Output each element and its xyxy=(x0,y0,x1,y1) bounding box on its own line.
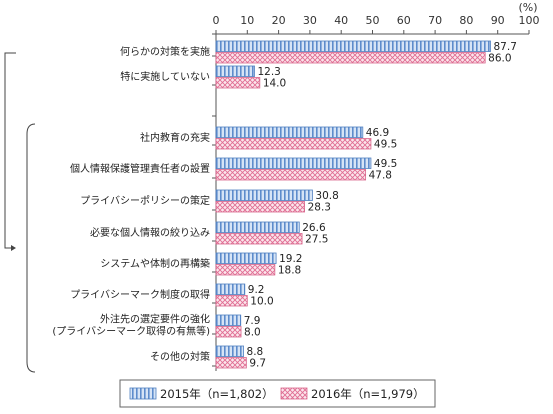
data-label: 30.8 xyxy=(315,190,338,202)
category-label: 社内教育の充実 xyxy=(140,131,210,144)
data-label: 27.5 xyxy=(305,234,328,246)
x-tick-label: 20 xyxy=(272,14,286,27)
axis-layer: (%) 0 10 20 30 40 50 60 70 80 90 100 xyxy=(4,1,540,373)
category-label: プライバシーマーク制度の取得 xyxy=(70,288,210,301)
category-label: 外注先の選定要件の強化 xyxy=(100,313,210,326)
axis-unit-label: (%) xyxy=(518,1,537,14)
data-label: 49.5 xyxy=(374,139,397,151)
category-label: その他の対策 xyxy=(150,350,210,363)
data-label: 28.3 xyxy=(308,202,331,214)
x-tick-label: 60 xyxy=(397,14,411,27)
category-label: システムや体制の再構築 xyxy=(100,257,210,270)
bars-layer xyxy=(215,40,491,369)
data-label: 87.7 xyxy=(494,41,517,53)
bar-2016 xyxy=(215,233,303,245)
x-tick-label: 50 xyxy=(366,14,380,27)
bar-2015 xyxy=(215,252,277,264)
bar-2016 xyxy=(215,201,305,213)
bar-2016 xyxy=(215,326,242,338)
bar-2016 xyxy=(215,138,372,150)
category-label: 必要な個人情報の絞り込み xyxy=(90,226,210,239)
data-label: 14.0 xyxy=(263,78,286,90)
x-tick-label: 10 xyxy=(240,14,254,27)
data-label: 8.0 xyxy=(244,327,261,339)
bar-2015 xyxy=(215,345,244,357)
bar-2015 xyxy=(215,126,364,138)
bar-2016 xyxy=(215,264,276,276)
data-label: 49.5 xyxy=(374,158,397,170)
category-label: 何らかの対策を実施 xyxy=(120,45,210,58)
data-label: 18.8 xyxy=(278,265,301,277)
legend: 2015年（n=1,802） 2016年（n=1,979） xyxy=(119,379,436,408)
bar-2015 xyxy=(215,283,246,295)
bar-2016 xyxy=(215,169,367,181)
category-label: プライバシーポリシーの策定 xyxy=(80,194,210,207)
data-label: 10.0 xyxy=(250,296,273,308)
labels-layer: 何らかの対策を実施特に実施していない社内教育の充実個人情報保護管理責任者の設置プ… xyxy=(52,41,517,370)
legend-swatch-2015 xyxy=(129,387,157,400)
data-label: 8.8 xyxy=(247,346,264,358)
bar-2015 xyxy=(215,314,242,326)
data-label: 86.0 xyxy=(488,53,511,65)
bar-2015 xyxy=(215,40,491,52)
data-label: 9.7 xyxy=(249,358,266,370)
x-tick-label: 0 xyxy=(213,14,220,27)
data-label: 46.9 xyxy=(366,127,389,139)
category-label: 個人情報保護管理責任者の設置 xyxy=(70,162,210,175)
bar-2016 xyxy=(215,52,486,64)
legend-box xyxy=(119,379,436,408)
x-tick-label: 70 xyxy=(428,14,442,27)
data-label: 47.8 xyxy=(369,170,392,182)
category-label: (プライバシーマーク取得の有無等) xyxy=(52,325,210,338)
x-tick-label: 90 xyxy=(491,14,505,27)
data-label: 19.2 xyxy=(279,253,302,265)
data-label: 26.6 xyxy=(302,222,326,234)
bar-2016 xyxy=(215,357,247,369)
bar-2016 xyxy=(215,295,248,307)
bar-2015 xyxy=(215,157,372,169)
legend-swatch-2016 xyxy=(280,387,308,400)
bar-2015 xyxy=(215,65,255,77)
bar-2015 xyxy=(215,189,313,201)
bar-2015 xyxy=(215,221,300,233)
category-label: 特に実施していない xyxy=(120,70,210,83)
x-tick-label: 80 xyxy=(459,14,473,27)
data-label: 9.2 xyxy=(248,284,265,296)
group-brace xyxy=(26,123,36,373)
legend-label-2015: 2015年（n=1,802） xyxy=(160,387,274,401)
data-label: 12.3 xyxy=(257,66,280,78)
x-tick-label: 30 xyxy=(303,14,317,27)
data-label: 7.9 xyxy=(244,315,261,327)
group-bracket-line xyxy=(4,52,16,249)
group-bracket-arrow xyxy=(11,245,16,251)
x-tick-label: 100 xyxy=(519,14,540,27)
legend-label-2016: 2016年（n=1,979） xyxy=(311,387,425,401)
x-tick-label: 40 xyxy=(334,14,348,27)
bar-2016 xyxy=(215,77,261,89)
